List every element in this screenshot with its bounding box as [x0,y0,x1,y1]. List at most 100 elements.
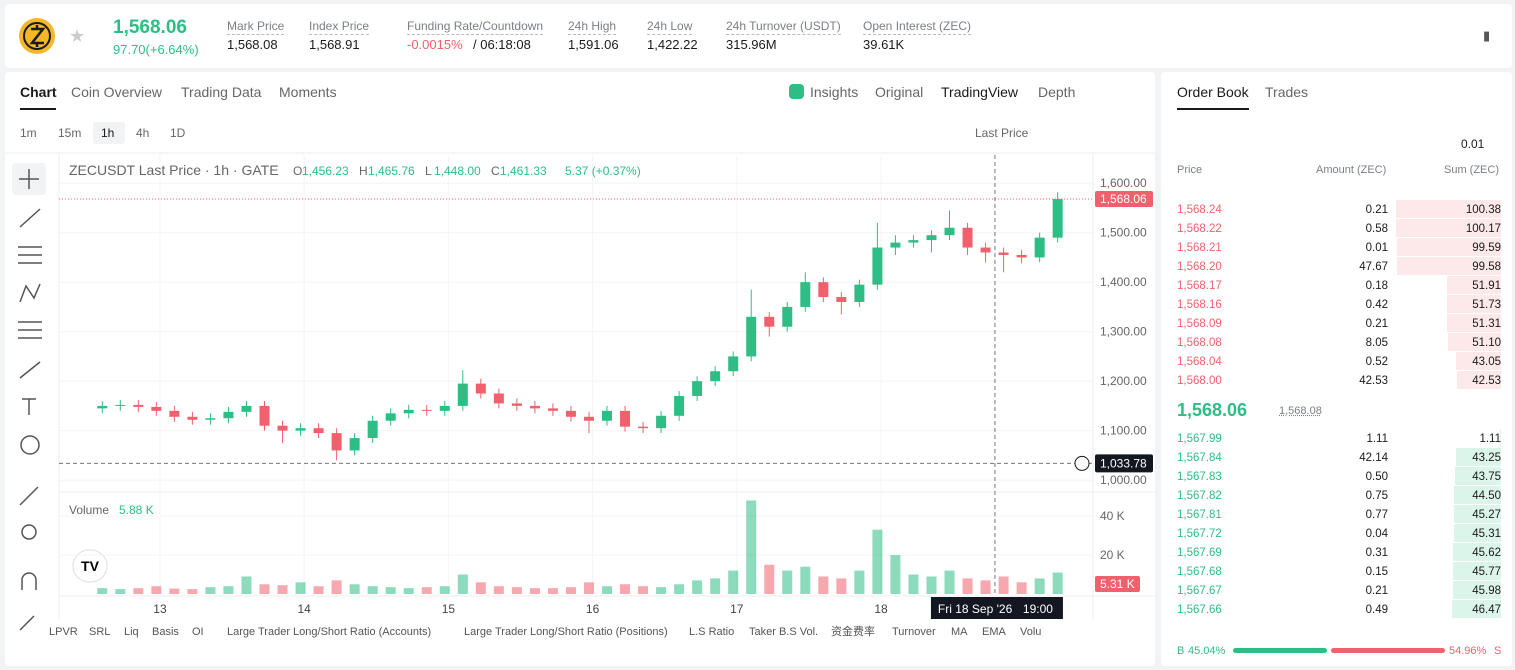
book-amount: 0.04 [1365,528,1388,540]
book-amount: 8.05 [1365,337,1388,349]
book-price: 1,567.82 [1177,490,1222,502]
indicator[interactable]: Volu [1020,626,1042,638]
interval[interactable]: 1m [20,126,37,140]
candle-body [854,284,865,302]
volume-bar [403,588,414,594]
favorite-star[interactable]: ★ [69,26,86,46]
book-tab[interactable]: Order Book [1177,84,1249,100]
view-tab[interactable]: Insights [810,84,859,100]
candle-body [710,371,721,382]
chart-tab[interactable]: Trading Data [181,84,262,100]
legend-symbol: ZECUSDT Last Price · 1h · GATE [69,162,279,178]
volume-bar [854,570,865,594]
candle-body [133,404,144,407]
book-price: 1,568.24 [1177,204,1222,216]
y-tick-label: 1,500.00 [1100,226,1147,240]
sell-value: 54.96% [1449,645,1487,657]
book-sum: 100.17 [1465,223,1501,235]
interval[interactable]: 1h [101,126,115,140]
book-sum: 44.50 [1472,490,1501,502]
candle-body [565,410,576,417]
stat-label: 24h High [568,19,617,35]
interval[interactable]: 15m [58,126,82,140]
chart-tab[interactable]: Coin Overview [71,84,163,100]
view-tab[interactable]: Depth [1038,84,1076,100]
notes-icon[interactable]: ▮ [1483,28,1491,43]
volume-tick-label: 40 K [1100,509,1125,523]
volume-bar [926,576,937,594]
candle-body [782,306,793,327]
indicator[interactable]: Large Trader Long/Short Ratio (Accounts) [227,626,432,638]
candle-body [205,418,216,420]
indicator[interactable]: Taker B.S Vol. [749,626,819,638]
chart-tab[interactable]: Chart [20,84,57,100]
y-tick-label: 1,200.00 [1100,374,1147,388]
volume-bar [998,576,1009,594]
tab-underline[interactable] [1177,108,1249,110]
book-tab[interactable]: Trades [1265,84,1309,100]
candle-body [638,426,649,429]
stat-value: 315.96M [726,37,777,52]
candle-body [656,415,667,429]
volume-bar [115,589,126,594]
tradingview-logo: TV [81,558,100,574]
y-tick-label: 1,600.00 [1100,176,1147,190]
drawing-tools[interactable] [18,169,42,631]
stat-label: Open Interest (ZEC) [863,19,972,35]
interval[interactable]: 4h [136,126,150,140]
volume-bar [980,580,991,594]
book-amount: 0.21 [1365,585,1388,597]
depth-bar [1499,429,1501,447]
crosshair-time-tag [930,597,1063,619]
book-last: 1,568.06 [1177,400,1248,420]
indicator[interactable]: SRL [89,626,111,638]
book-sum: 45.62 [1472,547,1501,559]
book-sum: 1.11 [1479,433,1501,445]
indicator[interactable]: L.S Ratio [689,626,735,638]
book-price: 1,567.81 [1177,509,1222,521]
candle-body [493,393,504,404]
candle-body [1034,237,1045,258]
candle-body [259,405,270,426]
indicator[interactable]: Liq [124,626,139,638]
candle-body [818,282,829,298]
y-tick-label: 1,000.00 [1100,473,1147,487]
candle-body [926,235,937,241]
depth-bar [1453,505,1501,523]
candle-body [277,425,288,431]
indicator[interactable]: Basis [152,626,179,638]
indicator[interactable]: Large Trader Long/Short Ratio (Positions… [464,626,668,638]
depth-bar [1453,524,1501,542]
book-amount: 42.53 [1359,375,1388,387]
candle-body [187,416,198,420]
indicator[interactable]: LPVR [49,626,78,638]
y-tick-label: 1,100.00 [1100,424,1147,438]
depth-bar [1396,257,1501,275]
candle-body [331,433,342,451]
depth-bar [1455,448,1501,466]
book-amount: 0.18 [1365,280,1388,292]
book-price: 1,567.68 [1177,566,1222,578]
book-sum: 42.53 [1472,375,1501,387]
depth-bar [1446,295,1501,313]
indicator[interactable]: MA [951,626,968,638]
indicator[interactable]: 资金费率 [831,626,875,638]
indicator[interactable]: EMA [982,626,1006,638]
chart-tab[interactable]: Moments [279,84,337,100]
indicator[interactable]: OI [192,626,204,638]
candle-body [529,405,540,409]
volume-bar [223,586,234,594]
view-tab[interactable]: Original [875,84,924,100]
interval[interactable]: 1D [170,126,186,140]
candle-body [620,410,631,427]
volume-bar [836,578,847,594]
book-price: 1,568.17 [1177,280,1222,292]
volume-bar [331,580,342,594]
crosshair-date-label: Fri 18 Sep '26 [938,602,1013,616]
view-tab[interactable]: TradingView [941,84,1019,100]
book-price: 1,568.00 [1177,375,1222,387]
indicator[interactable]: Turnover [892,626,936,638]
tab-underline[interactable] [20,108,56,110]
ratio-bar-sell [1331,648,1445,653]
